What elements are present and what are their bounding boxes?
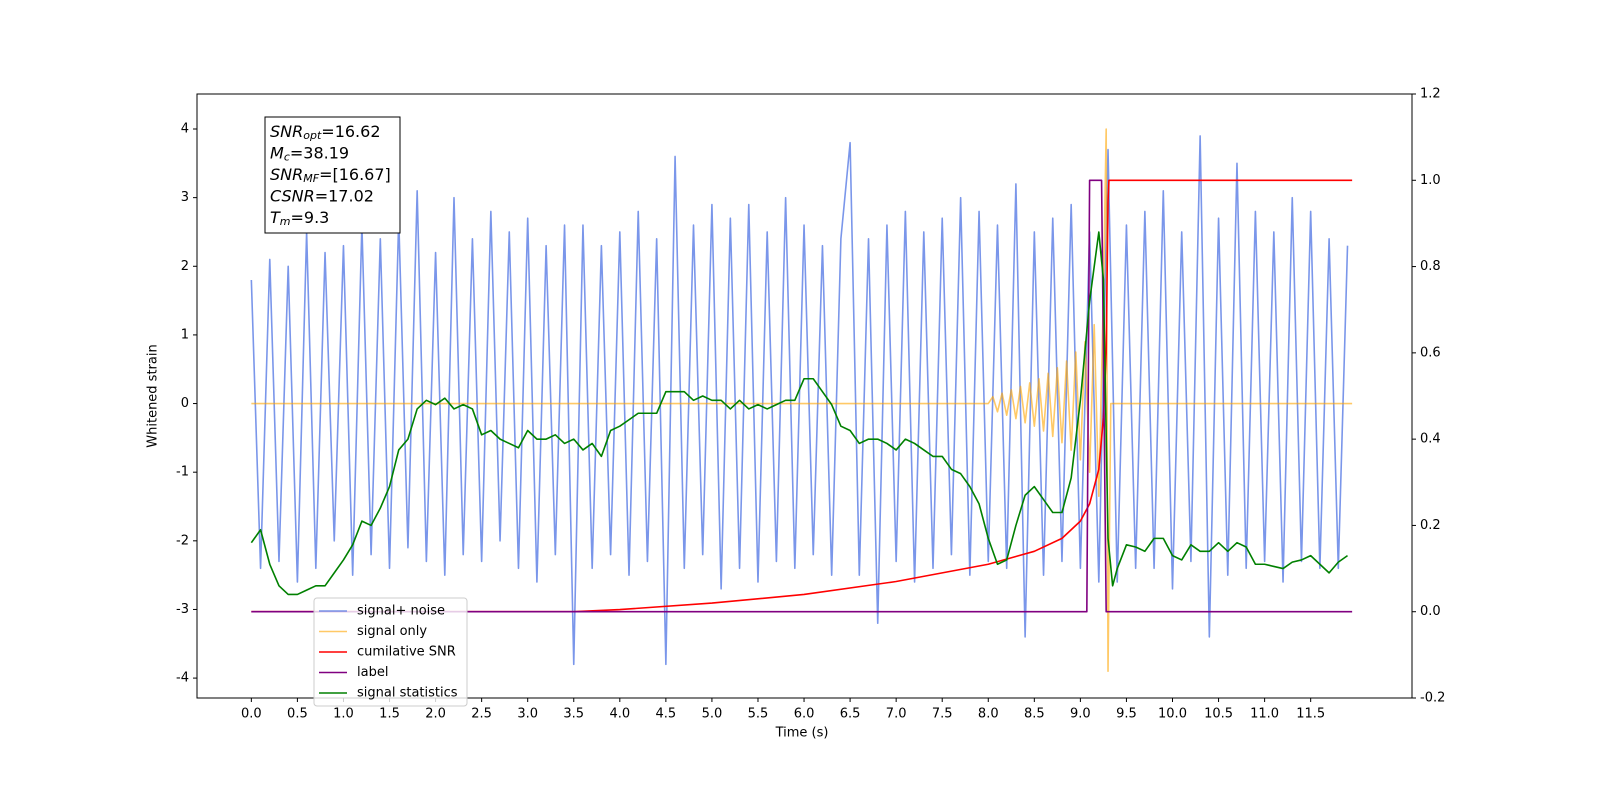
- y-tick-label: 0: [181, 396, 189, 411]
- annotation-text: =9.3: [291, 208, 330, 227]
- y2-tick-label: 1.2: [1420, 87, 1441, 102]
- y2-tick-label: 0.4: [1420, 432, 1441, 447]
- x-tick-label: 10.5: [1204, 707, 1233, 722]
- legend-label: signal only: [357, 624, 427, 639]
- x-tick-label: 3.5: [563, 707, 584, 722]
- y-tick-label: -3: [176, 602, 189, 617]
- legend-box: [313, 597, 468, 707]
- annotation-symbol: CSNR: [270, 186, 315, 205]
- annotation-symbol: T: [270, 208, 281, 227]
- annotation-text: =16.62: [321, 122, 380, 141]
- annotation-box: [264, 116, 401, 234]
- annotation-symbol: SNR: [270, 122, 303, 141]
- y-tick-label: -1: [176, 465, 189, 480]
- y-tick-label: -2: [176, 533, 189, 548]
- x-axis-label: Time (s): [775, 726, 829, 741]
- x-tick-label: 5.5: [748, 707, 769, 722]
- x-tick-label: 6.0: [794, 707, 815, 722]
- x-tick-label: 11.5: [1296, 707, 1325, 722]
- x-tick-label: 2.0: [425, 707, 446, 722]
- x-tick-label: 8.0: [978, 707, 999, 722]
- x-tick-label: 10.0: [1158, 707, 1187, 722]
- x-tick-label: 0.0: [241, 707, 262, 722]
- y2-tick-label: 1.0: [1420, 173, 1441, 188]
- y-tick-label: 3: [181, 190, 189, 205]
- series-line: [250, 231, 1348, 596]
- x-tick-label: 8.5: [1024, 707, 1045, 722]
- annotation-line: Mc=38.19: [270, 143, 349, 164]
- annotation-subscript: c: [284, 151, 290, 164]
- x-tick-label: 6.5: [840, 707, 861, 722]
- y-tick-label: -4: [176, 671, 189, 686]
- annotation-text: =[16.67]: [319, 165, 391, 184]
- x-tick-label: 1.5: [379, 707, 400, 722]
- annotation-symbol: M: [270, 143, 284, 162]
- y-axis-label: Whitened strain: [146, 344, 161, 447]
- x-tick-label: 11.0: [1250, 707, 1279, 722]
- annotation-subscript: MF: [303, 172, 319, 185]
- series-line: [251, 179, 1353, 613]
- series-line: [250, 135, 1349, 666]
- x-tick-label: 7.5: [932, 707, 953, 722]
- annotation-symbol: SNR: [270, 165, 303, 184]
- x-tick-label: 1.0: [333, 707, 354, 722]
- series-line: [251, 128, 1353, 673]
- x-tick-label: 4.0: [609, 707, 630, 722]
- annotation-subscript: m: [280, 215, 291, 228]
- x-tick-label: 9.0: [1070, 707, 1091, 722]
- y2-tick-label: 0.6: [1420, 345, 1441, 360]
- y2-tick-label: 0.0: [1420, 604, 1441, 619]
- legend-label: label: [357, 665, 388, 680]
- x-tick-label: 2.5: [471, 707, 492, 722]
- annotation-text: =38.19: [290, 143, 349, 162]
- y-tick-label: 2: [181, 259, 189, 274]
- y2-tick-label: -0.2: [1420, 691, 1445, 706]
- y-tick-label: 4: [181, 122, 189, 137]
- annotation-line: SNRMF=[16.67]: [270, 165, 391, 186]
- legend-label: cumilative SNR: [357, 645, 456, 660]
- legend-label: signal+ noise: [357, 604, 445, 619]
- y2-tick-label: 0.2: [1420, 518, 1441, 533]
- x-tick-label: 5.0: [702, 707, 723, 722]
- x-tick-label: 3.0: [517, 707, 538, 722]
- annotation-line: SNRopt=16.62: [270, 122, 381, 143]
- y-tick-label: 1: [181, 327, 189, 342]
- x-tick-label: 9.5: [1116, 707, 1137, 722]
- legend-label: signal statistics: [357, 686, 458, 701]
- legend: signal+ noise signal only cumilative SNR la…: [313, 597, 468, 707]
- x-tick-label: 0.5: [287, 707, 308, 722]
- annotation-line: CSNR=17.02: [270, 186, 374, 205]
- annotation: SNRopt=16.62Mc=38.19SNRMF=[16.67]CSNR=17…: [264, 116, 401, 234]
- annotation-text: =17.02: [315, 186, 374, 205]
- annotation-subscript: opt: [303, 129, 322, 142]
- series-line: [251, 179, 1353, 613]
- x-tick-label: 4.5: [656, 707, 677, 722]
- x-tick-label: 7.0: [886, 707, 907, 722]
- annotation-line: Tm=9.3: [270, 208, 329, 229]
- y2-tick-label: 0.8: [1420, 259, 1441, 274]
